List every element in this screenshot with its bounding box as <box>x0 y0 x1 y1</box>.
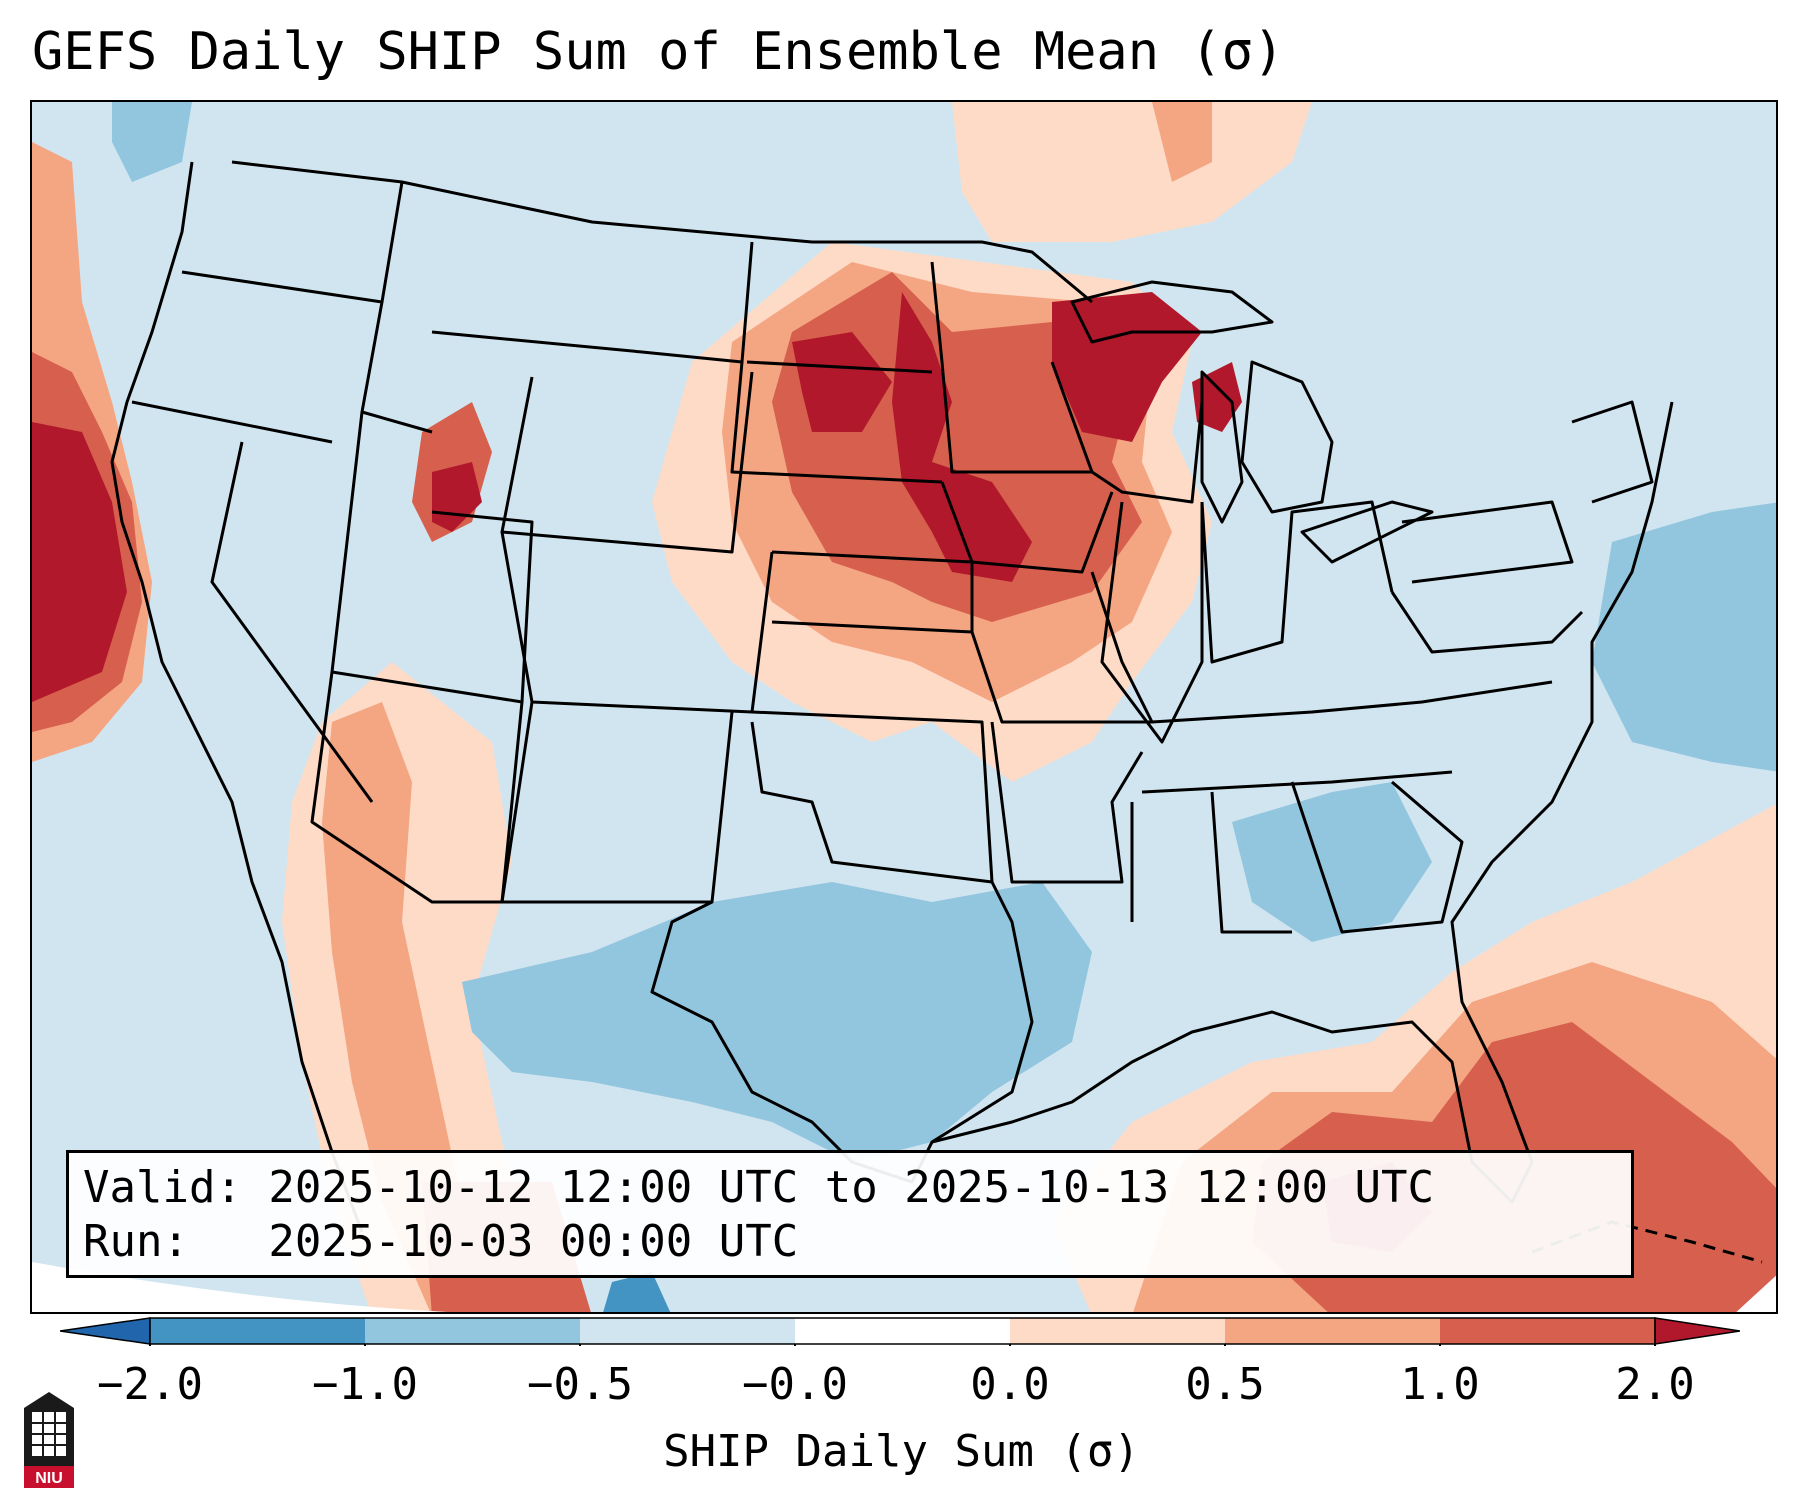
border-pennsylvania-ny <box>1401 500 1574 584</box>
colorbar-tick-label: −0.5 <box>527 1359 633 1410</box>
state-boundaries <box>110 160 1763 1264</box>
colorbar-outline <box>149 1317 1656 1345</box>
border-mississippi-alabama <box>1130 791 1292 934</box>
anomaly-region-canada-salmon <box>1152 102 1212 182</box>
anomaly-region-texas-lightblue <box>462 882 1092 1162</box>
valid-time-text: Valid: 2025-10-12 12:00 UTC to 2025-10-1… <box>83 1162 1435 1213</box>
anomaly-region-mexico-blue <box>603 1272 671 1312</box>
border-new-mexico <box>500 701 734 904</box>
border-new-england <box>1571 400 1654 504</box>
coastline-west <box>110 161 364 1233</box>
border-virginia <box>1390 591 1584 654</box>
border-dakotas <box>730 241 943 484</box>
colorbar-tick-label: −2.0 <box>97 1359 203 1410</box>
border-tennessee-south <box>1141 770 1453 794</box>
projection-edge-right <box>1736 1275 1776 1312</box>
anomaly-region-bc-lightblue <box>112 102 192 182</box>
anomaly-region-atlantic-lightblue <box>1592 502 1776 772</box>
border-idaho <box>360 181 433 434</box>
map-canvas <box>32 102 1776 1312</box>
border-nevada <box>210 441 374 803</box>
niu-logo-text: NIU <box>35 1470 63 1487</box>
border-colorado <box>500 531 774 714</box>
border-washington-oregon <box>181 270 383 304</box>
border-arkansas-la <box>990 721 1144 884</box>
border-oklahoma <box>750 710 994 884</box>
colorbar-tick-label: 0.5 <box>1185 1359 1265 1410</box>
lake-superior <box>1070 280 1274 344</box>
border-nebraska-kansas <box>771 550 974 634</box>
lake-erie <box>1300 500 1434 564</box>
valid-run-infobox: Valid: 2025-10-12 12:00 UTC to 2025-10-1… <box>66 1150 1634 1278</box>
anomaly-region-idaho-darkred <box>432 462 482 532</box>
michigan-peninsula <box>1240 360 1334 514</box>
anomaly-region-southeast-lightblue <box>1232 782 1432 942</box>
anomaly-region-dakota-darkred <box>792 332 892 432</box>
border-wyoming <box>500 371 754 554</box>
border-oregon-california <box>131 400 333 444</box>
niu-tower-logo-icon: NIU <box>24 1392 74 1488</box>
colorbar-segment-3 <box>580 1318 795 1344</box>
anomaly-region-baja-salmon <box>322 702 501 1312</box>
colorbar-segment-5 <box>1010 1318 1225 1344</box>
anomaly-region-michigan-darkred <box>1192 362 1242 432</box>
anomaly-region-canada-light <box>952 102 1312 242</box>
border-montana-wyoming <box>431 330 743 364</box>
colorbar-extend-low <box>60 1317 151 1345</box>
border-illinois <box>1100 501 1204 744</box>
border-kentucky-tennessee <box>1151 680 1553 724</box>
border-minnesota <box>930 261 1092 474</box>
map-panel <box>30 100 1778 1314</box>
colorbar-ticks <box>149 1344 1656 1346</box>
colorbar-label: SHIP Daily Sum (σ) <box>663 1426 1140 1477</box>
projection-edge <box>32 1262 448 1312</box>
colorbar-tick-label: 0.0 <box>970 1359 1050 1410</box>
anomaly-region-pacific-darkred <box>32 422 127 702</box>
border-nd-sd <box>746 360 933 374</box>
run-time-text: Run: 2025-10-03 00:00 UTC <box>83 1216 799 1267</box>
chart-title: GEFS Daily SHIP Sum of Ensemble Mean (σ) <box>32 22 1285 82</box>
lake-michigan <box>1200 370 1244 524</box>
anomaly-region-plains-darkred <box>892 292 1032 582</box>
anomaly-field <box>32 102 1776 1312</box>
colorbar-tick-label: −1.0 <box>312 1359 418 1410</box>
colorbar-segment-7 <box>1440 1318 1655 1344</box>
colorbar-segment-4 <box>795 1318 1010 1344</box>
colorbar-tick-label: 1.0 <box>1400 1359 1480 1410</box>
border-arizona <box>310 671 524 904</box>
anomaly-region-wisconsin-darkred <box>1052 292 1202 442</box>
colorbar-segment-1 <box>150 1318 365 1344</box>
colorbar-segment-6 <box>1225 1318 1440 1344</box>
border-indiana-ohio <box>1200 500 1394 664</box>
colorbar-tick-label: −0.0 <box>742 1359 848 1410</box>
colorbar-tick-label: 2.0 <box>1615 1359 1695 1410</box>
border-wisconsin <box>1050 361 1204 504</box>
border-georgia-carolinas <box>1290 780 1464 934</box>
colorbar-segment-2 <box>365 1318 580 1344</box>
colorbar-extend-high <box>1654 1317 1740 1345</box>
border-iowa <box>940 481 1114 574</box>
colorbar <box>60 1317 1740 1346</box>
